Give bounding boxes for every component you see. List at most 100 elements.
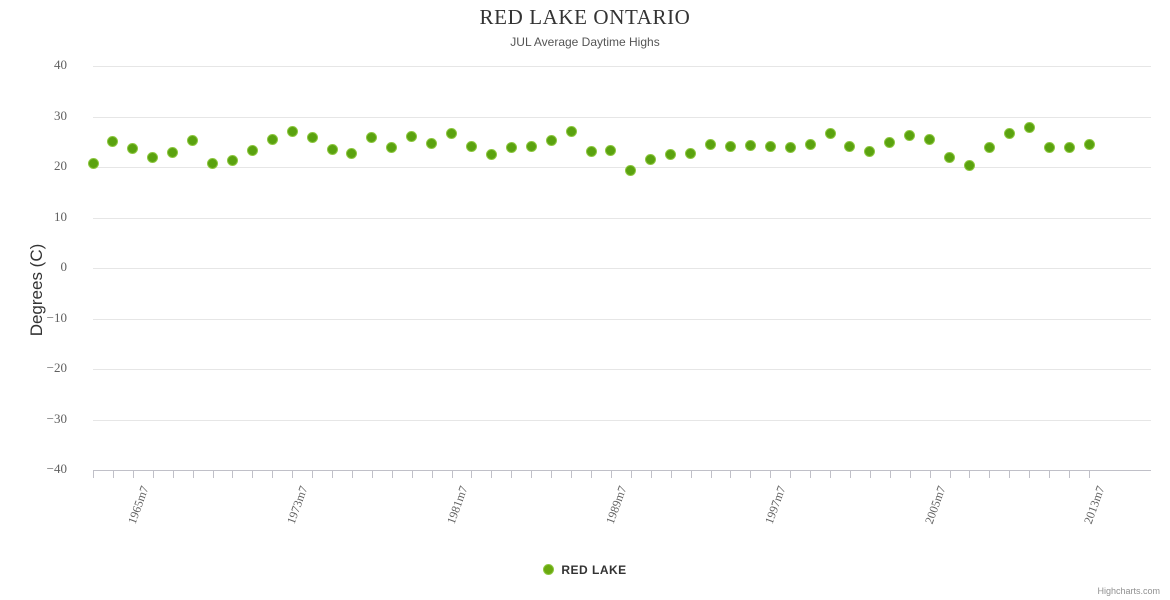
data-point[interactable] [864, 145, 876, 157]
x-axis-tick [750, 470, 752, 478]
data-point[interactable] [485, 148, 497, 160]
data-point[interactable] [1003, 128, 1015, 140]
data-point[interactable] [924, 134, 936, 146]
data-point[interactable] [386, 141, 398, 153]
data-point[interactable] [1023, 122, 1035, 134]
data-point[interactable] [685, 148, 697, 160]
data-point[interactable] [904, 130, 916, 142]
x-axis-tick [152, 470, 154, 478]
data-point[interactable] [963, 159, 975, 171]
x-axis-tick [132, 470, 134, 478]
data-point[interactable] [645, 154, 657, 166]
x-axis-tick [332, 470, 334, 478]
data-point[interactable] [505, 142, 517, 154]
x-axis-tick [371, 470, 373, 478]
data-point[interactable] [605, 144, 617, 156]
data-point[interactable] [286, 126, 298, 138]
y-axis-tick-label: −40 [46, 461, 67, 476]
x-axis-tick [312, 470, 314, 478]
gridline [93, 419, 1151, 421]
data-point[interactable] [246, 145, 258, 157]
data-point[interactable] [167, 146, 179, 158]
data-point[interactable] [127, 143, 139, 155]
data-point[interactable] [1043, 142, 1055, 154]
x-axis-tick [790, 470, 792, 478]
data-point[interactable] [565, 126, 577, 138]
x-axis-tick [232, 470, 234, 478]
y-axis-tick-label: 40 [54, 57, 67, 72]
x-axis-tick [730, 470, 732, 478]
x-axis-tick [292, 470, 294, 478]
x-axis-tick [212, 470, 214, 478]
data-point[interactable] [944, 151, 956, 163]
data-point[interactable] [625, 164, 637, 176]
data-point[interactable] [705, 139, 717, 151]
data-point[interactable] [585, 145, 597, 157]
x-axis-tick [511, 470, 513, 478]
x-axis-tick [391, 470, 393, 478]
data-point[interactable] [665, 148, 677, 160]
data-point[interactable] [724, 140, 736, 152]
data-point[interactable] [226, 154, 238, 166]
data-point[interactable] [266, 134, 278, 146]
data-point[interactable] [366, 132, 378, 144]
y-axis-tick-label: −30 [46, 410, 67, 426]
x-axis-tick [571, 470, 573, 478]
x-axis-tick [929, 470, 931, 478]
data-point[interactable] [406, 131, 418, 143]
data-point[interactable] [107, 136, 119, 148]
gridline [93, 217, 1151, 219]
x-axis-tick [172, 470, 174, 478]
chart-legend: RED LAKE [0, 562, 1170, 577]
data-point[interactable] [147, 152, 159, 164]
x-axis-tick [670, 470, 672, 478]
data-point[interactable] [1063, 142, 1075, 154]
data-point[interactable] [804, 139, 816, 151]
data-point[interactable] [426, 138, 438, 150]
data-point[interactable] [465, 140, 477, 152]
data-point[interactable] [87, 158, 99, 170]
x-axis-tick [770, 470, 772, 478]
chart-subtitle: JUL Average Daytime Highs [510, 35, 660, 49]
x-axis-tick [849, 470, 851, 478]
data-point[interactable] [824, 128, 836, 140]
x-axis-tick [1049, 470, 1051, 478]
data-point[interactable] [1083, 139, 1095, 151]
data-point[interactable] [983, 141, 995, 153]
x-axis-tick [252, 470, 254, 478]
x-axis-tick [1029, 470, 1031, 478]
x-axis-tick [451, 470, 453, 478]
legend-item-red-lake[interactable]: RED LAKE [543, 562, 626, 577]
data-point[interactable] [326, 143, 338, 155]
data-point[interactable] [844, 141, 856, 153]
data-point[interactable] [764, 140, 776, 152]
x-axis-tick [909, 470, 911, 478]
data-point[interactable] [744, 139, 756, 151]
data-point[interactable] [446, 128, 458, 140]
data-point[interactable] [207, 157, 219, 169]
x-axis-tick [949, 470, 951, 478]
data-point[interactable] [784, 141, 796, 153]
y-axis-tick-label: −10 [46, 309, 67, 325]
x-axis-tick [591, 470, 592, 478]
data-point[interactable] [346, 148, 358, 160]
data-point[interactable] [525, 141, 537, 153]
x-axis-tick-label: 1989m7 [602, 484, 630, 526]
x-axis-tick [830, 470, 832, 478]
gridline [93, 369, 1151, 370]
x-axis-tick [969, 470, 971, 478]
x-axis-tick-label: 1981m7 [443, 484, 471, 526]
gridline [93, 268, 1151, 269]
x-axis-tick [531, 470, 533, 478]
credits-label[interactable]: Highcharts.com [1097, 586, 1160, 596]
data-point[interactable] [306, 131, 318, 143]
x-axis-tick [710, 470, 712, 478]
data-point[interactable] [545, 134, 557, 146]
data-point[interactable] [884, 137, 896, 149]
gridline [93, 318, 1151, 320]
gridline [93, 66, 1151, 67]
y-axis-tick-label: 30 [54, 107, 67, 123]
data-point[interactable] [187, 135, 199, 147]
x-axis-tick [192, 470, 194, 478]
